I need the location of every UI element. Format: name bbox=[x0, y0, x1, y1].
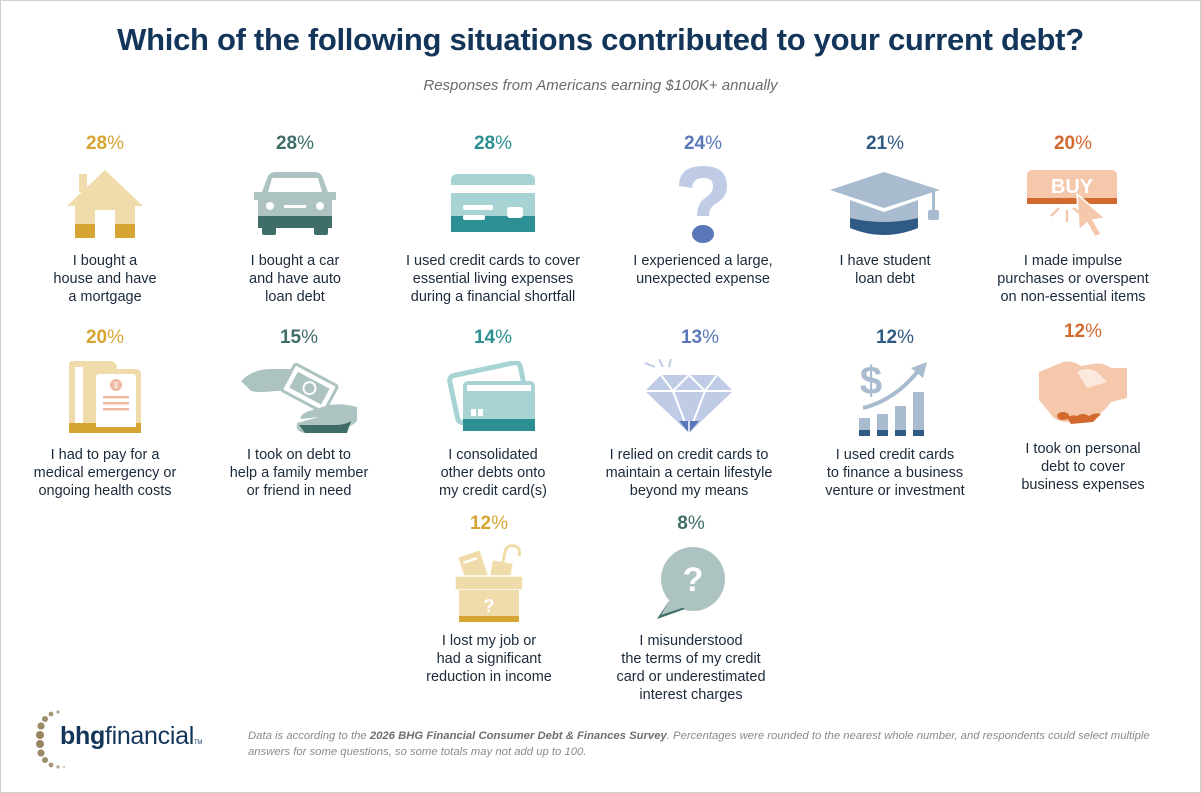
stat-item-help-family: 15% I took on debt to help a family memb… bbox=[194, 326, 404, 500]
svg-text:?: ? bbox=[683, 561, 704, 599]
graduation-cap-icon bbox=[780, 160, 990, 246]
stat-percent: 12% bbox=[875, 327, 915, 348]
stat-item-lifestyle: 13% I relied on credit cards to maintain… bbox=[584, 326, 794, 500]
stat-label: I used credit cards to cover essential l… bbox=[405, 253, 581, 305]
stat-percent: 28% bbox=[473, 133, 513, 154]
stat-percent: 21% bbox=[865, 133, 905, 154]
stat-label: I experienced a large, unexpected expens… bbox=[633, 253, 773, 287]
stat-percent: 12% bbox=[469, 513, 509, 534]
stat-item-misunderstood-terms: 8% ? I misunderstood the terms of my cre… bbox=[586, 512, 796, 704]
stat-item-job-loss: 12% ? I lost my job or had a significant… bbox=[384, 512, 594, 686]
stat-percent: 15% bbox=[279, 327, 319, 348]
dollar-growth-chart-icon: $ bbox=[790, 354, 1000, 440]
stat-label: I bought a car and have auto loan debt bbox=[249, 253, 341, 305]
house-icon bbox=[0, 160, 210, 246]
stat-label: I had to pay for a medical emergency or … bbox=[33, 447, 177, 499]
stat-item-mortgage: 28% I bought a house and have a mortgage bbox=[0, 132, 210, 306]
footnote: Data is according to the 2026 BHG Financ… bbox=[248, 730, 1150, 758]
stat-percent: 24% bbox=[683, 133, 723, 154]
stat-item-business-expenses: 12% I took on personal debt to cover bus… bbox=[978, 320, 1188, 494]
stat-percent: 8% bbox=[677, 513, 705, 534]
stat-label: I took on debt to help a family member o… bbox=[229, 447, 369, 499]
stat-item-credit-essentials: 28% I used credit cards to cover essenti… bbox=[388, 132, 598, 306]
two-credit-cards-icon bbox=[388, 354, 598, 440]
hands-money-icon bbox=[194, 354, 404, 440]
logo-wordmark: bhgfinancialTM bbox=[60, 722, 203, 750]
stat-percent: 14% bbox=[473, 327, 513, 348]
svg-text:$: $ bbox=[114, 381, 119, 390]
stat-label: I made impulse purchases or overspent on… bbox=[997, 253, 1149, 305]
logo-dots-icon bbox=[36, 710, 65, 769]
stat-item-medical: 20% $ I had to pay for a medical emergen… bbox=[0, 326, 210, 500]
buy-button-cursor-icon: BUY bbox=[968, 160, 1178, 246]
stat-item-business-venture: 12% $ I used credit cards to finance a b… bbox=[790, 326, 1000, 500]
credit-card-icon bbox=[388, 160, 598, 246]
stat-percent: 20% bbox=[1053, 133, 1093, 154]
stat-percent: 28% bbox=[275, 133, 315, 154]
stat-label: I relied on credit cards to maintain a c… bbox=[605, 447, 773, 499]
speech-bubble-question-icon: ? bbox=[586, 540, 796, 626]
svg-text:BUY: BUY bbox=[1051, 176, 1094, 198]
stat-label: I consolidated other debts onto my credi… bbox=[439, 447, 547, 499]
stat-label: I lost my job or had a significant reduc… bbox=[426, 633, 552, 685]
medical-bill-icon: $ bbox=[0, 354, 210, 440]
box-belongings-icon: ? bbox=[384, 540, 594, 626]
stat-label: I misunderstood the terms of my credit c… bbox=[616, 633, 766, 703]
diamond-icon bbox=[584, 354, 794, 440]
stat-label: I bought a house and have a mortgage bbox=[53, 253, 157, 305]
stat-item-unexpected-expense: 24% I experienced a large, unexpected ex… bbox=[598, 132, 808, 288]
stat-label: I have student loan debt bbox=[839, 253, 931, 287]
stat-item-auto-loan: 28% I bought a car and have auto loan de… bbox=[190, 132, 400, 306]
question-mark-icon bbox=[598, 160, 808, 250]
page-subtitle: Responses from Americans earning $100K+ … bbox=[423, 77, 778, 94]
page-title: Which of the following situations contri… bbox=[117, 22, 1084, 57]
svg-text:?: ? bbox=[484, 596, 495, 616]
stat-label: I took on personal debt to cover busines… bbox=[1021, 441, 1145, 493]
stat-item-student-loan: 21% I have student loan debt bbox=[780, 132, 990, 288]
stat-item-impulse-purchases: 20% BUY I made impulse purchases or over… bbox=[968, 132, 1178, 306]
car-icon bbox=[190, 160, 400, 246]
stat-percent: 12% bbox=[1063, 321, 1103, 342]
stat-percent: 28% bbox=[85, 133, 125, 154]
stat-item-consolidated: 14% I consolidated other debts onto my c… bbox=[388, 326, 598, 500]
stat-label: I used credit cards to finance a busines… bbox=[825, 447, 965, 499]
stat-percent: 20% bbox=[85, 327, 125, 348]
bhg-financial-logo: bhgfinancialTM bbox=[36, 708, 236, 772]
handshake-icon bbox=[978, 348, 1188, 434]
stat-percent: 13% bbox=[680, 327, 720, 348]
svg-text:$: $ bbox=[860, 359, 882, 403]
